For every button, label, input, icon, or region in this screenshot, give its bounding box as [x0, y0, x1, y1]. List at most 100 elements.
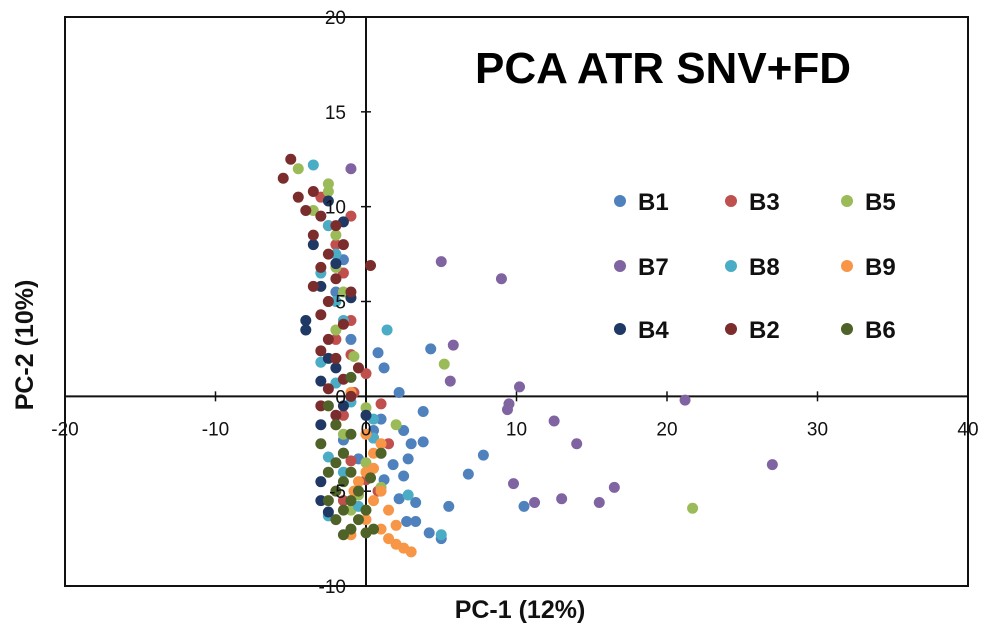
- data-point: [307, 280, 319, 292]
- y-tick-label: 15: [325, 103, 346, 124]
- data-point: [571, 438, 583, 450]
- legend-marker: [614, 323, 626, 335]
- data-point: [322, 333, 334, 345]
- y-tick-label: 10: [325, 198, 346, 219]
- data-point: [337, 447, 349, 459]
- data-point: [360, 409, 372, 421]
- x-tick-label: 0: [361, 419, 372, 440]
- data-point: [330, 324, 342, 336]
- data-point: [345, 333, 357, 345]
- data-point: [378, 362, 390, 374]
- data-point: [423, 527, 435, 539]
- legend: B1 B3 B5 B7 B8 B9 B4 B2 B6: [614, 189, 896, 344]
- legend-label: B1: [638, 189, 669, 216]
- data-point: [330, 229, 342, 241]
- data-point: [315, 210, 327, 222]
- data-point: [322, 400, 334, 412]
- legend-label: B4: [638, 317, 669, 344]
- legend-marker: [841, 195, 853, 207]
- legend-label: B5: [865, 189, 896, 216]
- data-point: [337, 466, 349, 478]
- data-point: [322, 451, 334, 463]
- data-point: [322, 466, 334, 478]
- data-point: [292, 163, 304, 175]
- data-point: [337, 409, 349, 421]
- data-point: [401, 516, 413, 528]
- data-point: [315, 345, 327, 357]
- data-point: [387, 459, 399, 471]
- data-point: [330, 457, 342, 469]
- data-point: [368, 495, 380, 507]
- data-point: [679, 394, 691, 406]
- data-point: [345, 455, 357, 467]
- legend-label: B6: [865, 317, 896, 344]
- data-point: [495, 273, 507, 285]
- data-point: [398, 424, 410, 436]
- data-point: [435, 529, 447, 541]
- chart-title: PCA ATR SNV+FD: [475, 44, 851, 93]
- data-point: [417, 436, 429, 448]
- data-point: [322, 352, 334, 364]
- data-point: [345, 523, 357, 535]
- data-point: [330, 485, 342, 497]
- legend-item-b7: B7: [614, 254, 669, 281]
- data-point: [322, 185, 334, 197]
- x-tick-label: 20: [656, 419, 677, 440]
- data-point: [330, 419, 342, 431]
- data-point: [345, 466, 357, 478]
- data-point: [345, 163, 357, 175]
- data-point: [390, 519, 402, 531]
- data-point: [352, 514, 364, 526]
- data-point: [360, 402, 372, 414]
- legend-label: B2: [749, 317, 780, 344]
- data-point: [383, 504, 395, 516]
- data-point: [307, 229, 319, 241]
- data-point: [330, 514, 342, 526]
- data-point: [330, 239, 342, 251]
- y-tick-label: -10: [319, 577, 346, 598]
- data-point: [507, 478, 519, 490]
- data-point: [514, 381, 526, 393]
- data-point: [330, 333, 342, 345]
- y-tick-label: 20: [325, 8, 346, 29]
- data-point: [410, 497, 422, 509]
- data-point: [315, 419, 327, 431]
- legend-label: B3: [749, 189, 780, 216]
- x-tick-label: -20: [51, 419, 78, 440]
- legend-item-b6: B6: [841, 317, 896, 344]
- data-point: [337, 495, 349, 507]
- legend-label: B8: [749, 254, 780, 281]
- data-point: [315, 261, 327, 273]
- data-point: [443, 500, 455, 512]
- legend-label: B9: [865, 254, 896, 281]
- data-point: [593, 497, 605, 509]
- legend-item-b3: B3: [725, 189, 780, 216]
- data-point: [337, 318, 349, 330]
- data-point: [375, 523, 387, 535]
- data-point: [322, 178, 334, 190]
- data-point: [444, 375, 456, 387]
- data-point: [330, 362, 342, 374]
- legend-label: B7: [638, 254, 669, 281]
- data-point: [608, 481, 620, 493]
- data-point: [462, 468, 474, 480]
- data-point: [368, 447, 380, 459]
- data-point: [405, 438, 417, 450]
- data-point: [345, 428, 357, 440]
- data-point: [337, 400, 349, 412]
- x-tick-label: 30: [807, 419, 828, 440]
- legend-item-b5: B5: [841, 189, 896, 216]
- data-point: [393, 387, 405, 399]
- series-b6: [315, 371, 387, 541]
- data-point: [766, 459, 778, 471]
- data-point: [438, 358, 450, 370]
- data-point: [447, 339, 459, 351]
- legend-marker: [841, 323, 853, 335]
- data-point: [360, 457, 372, 469]
- data-point: [375, 447, 387, 459]
- data-point: [348, 351, 360, 363]
- data-point: [330, 286, 342, 298]
- legend-marker: [614, 195, 626, 207]
- data-point: [390, 419, 402, 431]
- data-point: [375, 413, 387, 425]
